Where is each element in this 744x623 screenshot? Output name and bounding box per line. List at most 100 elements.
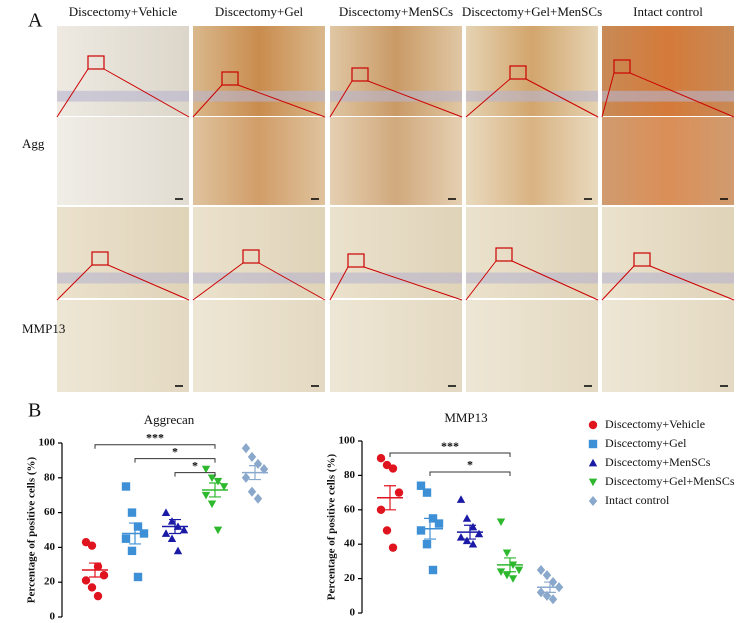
zoom-box — [351, 67, 369, 82]
data-point — [87, 541, 97, 550]
data-point — [382, 526, 392, 535]
data-point — [173, 546, 183, 555]
data-point — [422, 488, 432, 497]
zoom-line — [649, 265, 735, 301]
significance-bracket — [134, 458, 216, 463]
data-point — [207, 474, 217, 482]
y-axis-label: Percentage of positive cells (%) — [26, 456, 38, 603]
zoom-box — [495, 247, 513, 262]
data-point — [536, 564, 546, 576]
data-point — [462, 514, 472, 522]
data-point — [456, 533, 466, 541]
zoom-image — [466, 117, 598, 205]
zoom-line — [56, 68, 89, 118]
legend-marker — [588, 478, 598, 487]
y-tick-label: 0 — [350, 607, 356, 619]
legend-label: Discectomy+Vehicle — [605, 417, 705, 431]
data-point — [167, 534, 177, 543]
column-title: Discectomy+Vehicle — [69, 4, 178, 19]
zoom-line — [363, 266, 463, 301]
zoom-box — [633, 252, 651, 267]
error-bar — [209, 482, 221, 498]
zoom-line — [192, 262, 244, 301]
data-point — [468, 540, 478, 548]
tissue-band — [602, 272, 734, 284]
data-point — [247, 486, 257, 497]
y-tick-label: 100 — [39, 437, 56, 449]
data-point — [121, 534, 131, 543]
micrograph — [330, 26, 462, 116]
micrograph — [57, 207, 189, 298]
significance-label: * — [192, 458, 198, 472]
tissue-band — [330, 90, 462, 102]
zoom-image — [466, 300, 598, 392]
error-bar — [504, 557, 516, 573]
data-point — [81, 576, 91, 585]
significance-label: *** — [146, 430, 164, 444]
data-point — [508, 575, 518, 583]
micrograph — [466, 207, 598, 298]
data-point — [121, 482, 131, 491]
zoom-box — [347, 253, 365, 268]
zoom-box — [242, 249, 260, 264]
data-point — [388, 543, 398, 552]
tissue-band — [466, 272, 598, 284]
data-point — [514, 566, 524, 575]
zoom-line — [601, 72, 615, 118]
error-bar — [89, 562, 101, 578]
zoom-image — [57, 300, 189, 392]
row-label: Agg — [22, 136, 45, 151]
data-point — [536, 587, 546, 598]
error-bar — [129, 522, 141, 545]
error-bar — [424, 517, 436, 540]
data-point — [87, 583, 97, 592]
y-tick-label: 20 — [44, 576, 56, 588]
zoom-line — [103, 68, 190, 118]
significance-label: *** — [441, 439, 459, 453]
data-point — [548, 594, 558, 605]
data-point — [161, 529, 171, 537]
chart-title: MMP13 — [444, 410, 487, 425]
y-tick-label: 80 — [344, 469, 356, 481]
zoom-box — [509, 65, 527, 80]
data-point — [434, 519, 444, 528]
column-title: Discectomy+Gel+MenSCs — [462, 4, 602, 19]
data-point — [133, 572, 143, 582]
data-point — [179, 525, 189, 534]
data-point — [496, 518, 506, 527]
error-bar — [249, 465, 261, 481]
data-point — [93, 562, 103, 571]
data-point — [253, 493, 263, 504]
micrograph — [466, 26, 598, 116]
legend-label: Discectomy+Gel — [605, 436, 687, 450]
legend-marker — [588, 458, 598, 467]
legend-label: Discectomy+Gel+MenSCs — [605, 474, 735, 488]
y-tick-label: 40 — [44, 541, 56, 553]
data-point — [219, 483, 229, 491]
data-point — [161, 508, 171, 516]
tissue-band — [193, 90, 325, 102]
data-point — [462, 536, 472, 545]
data-point — [388, 464, 398, 473]
data-point — [416, 481, 426, 490]
micrograph — [193, 26, 325, 116]
tissue-band — [57, 90, 189, 102]
data-point — [416, 526, 426, 535]
zoom-line — [107, 264, 190, 301]
data-point — [127, 546, 137, 556]
data-point — [502, 549, 512, 557]
error-bar — [464, 524, 476, 540]
column-title: Discectomy+MenSCs — [339, 4, 453, 19]
zoom-line — [465, 78, 511, 118]
significance-label: * — [467, 458, 473, 472]
data-point — [376, 454, 386, 463]
zoom-box — [613, 59, 631, 74]
tissue-band — [466, 90, 598, 102]
data-point — [394, 488, 404, 497]
data-point — [201, 465, 211, 474]
legend-marker — [588, 420, 598, 430]
legend-label: Intact control — [605, 493, 670, 507]
zoom-image — [330, 117, 462, 205]
zoom-line — [367, 80, 463, 118]
data-point — [127, 508, 137, 517]
